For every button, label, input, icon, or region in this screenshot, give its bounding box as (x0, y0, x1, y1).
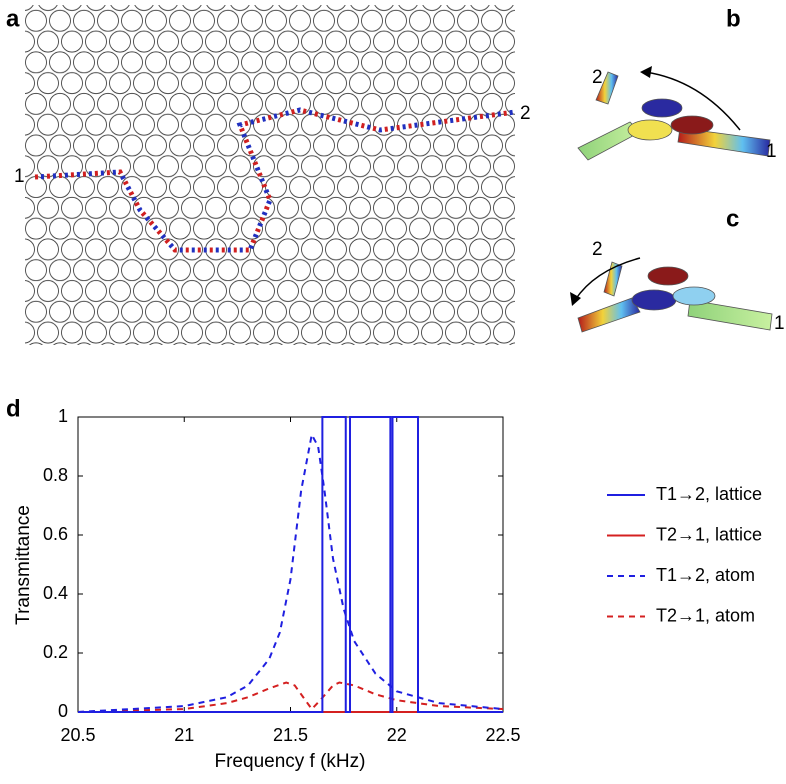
y-tick-label: 1 (58, 406, 68, 426)
device-render-b (577, 66, 771, 161)
lattice-image (25, 5, 516, 345)
x-tick-label: 21.5 (273, 725, 308, 745)
legend-label: T1→2, atom (656, 565, 755, 585)
y-tick-label: 0 (58, 701, 68, 721)
x-tick-label: 22 (387, 725, 407, 745)
series-line (78, 416, 503, 713)
port-label: 2 (520, 103, 531, 124)
legend-label: T1→2, lattice (656, 484, 762, 504)
device-render-c (570, 257, 773, 333)
port-label: 2 (592, 239, 603, 260)
port-label: 1 (766, 141, 777, 162)
x-axis-label: Frequency f (kHz) (215, 751, 366, 772)
x-tick-label: 20.5 (60, 725, 95, 745)
port-label: 1 (14, 166, 25, 187)
x-tick-label: 22.5 (485, 725, 520, 745)
y-axis-label: Transmittance (13, 505, 34, 625)
port-label: 2 (592, 67, 603, 88)
panel-label: d (6, 395, 21, 422)
panel-label: a (6, 5, 20, 32)
y-tick-label: 0.8 (43, 465, 68, 485)
series-line (77, 431, 504, 713)
y-tick-label: 0.2 (43, 642, 68, 662)
series-line (77, 681, 504, 713)
legend-label: T2→1, atom (656, 605, 755, 625)
port-label: 1 (774, 313, 785, 334)
y-tick-label: 0.4 (43, 583, 68, 603)
legend-label: T2→1, lattice (656, 524, 762, 544)
panel-label: c (726, 205, 739, 232)
plot-frame (77, 416, 504, 713)
panel-label: b (726, 5, 741, 32)
x-tick-label: 21 (174, 725, 194, 745)
y-tick-label: 0.6 (43, 524, 68, 544)
